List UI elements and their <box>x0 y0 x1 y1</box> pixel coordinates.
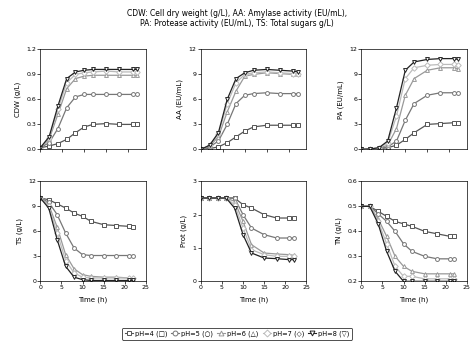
Text: CDW: Cell dry weight (g/L), AA: Amylase activity (EU/mL),
PA: Protease activity : CDW: Cell dry weight (g/L), AA: Amylase … <box>127 9 347 28</box>
Y-axis label: CDW (g/L): CDW (g/L) <box>14 82 21 117</box>
X-axis label: Time (h): Time (h) <box>400 296 428 302</box>
Y-axis label: Prot (g/L): Prot (g/L) <box>181 215 187 248</box>
Y-axis label: PA (EU/mL): PA (EU/mL) <box>337 80 344 119</box>
X-axis label: Time (h): Time (h) <box>79 296 108 302</box>
Y-axis label: AA (EU/mL): AA (EU/mL) <box>177 79 183 119</box>
X-axis label: Time (h): Time (h) <box>239 296 268 302</box>
Y-axis label: TN (g/L): TN (g/L) <box>335 218 342 245</box>
Y-axis label: TS (g/L): TS (g/L) <box>16 218 23 245</box>
Legend: pH=4 (□), pH=5 (○), pH=6 (△), pH=7 (◇), pH=8 (▽): pH=4 (□), pH=5 (○), pH=6 (△), pH=7 (◇), … <box>122 328 352 340</box>
